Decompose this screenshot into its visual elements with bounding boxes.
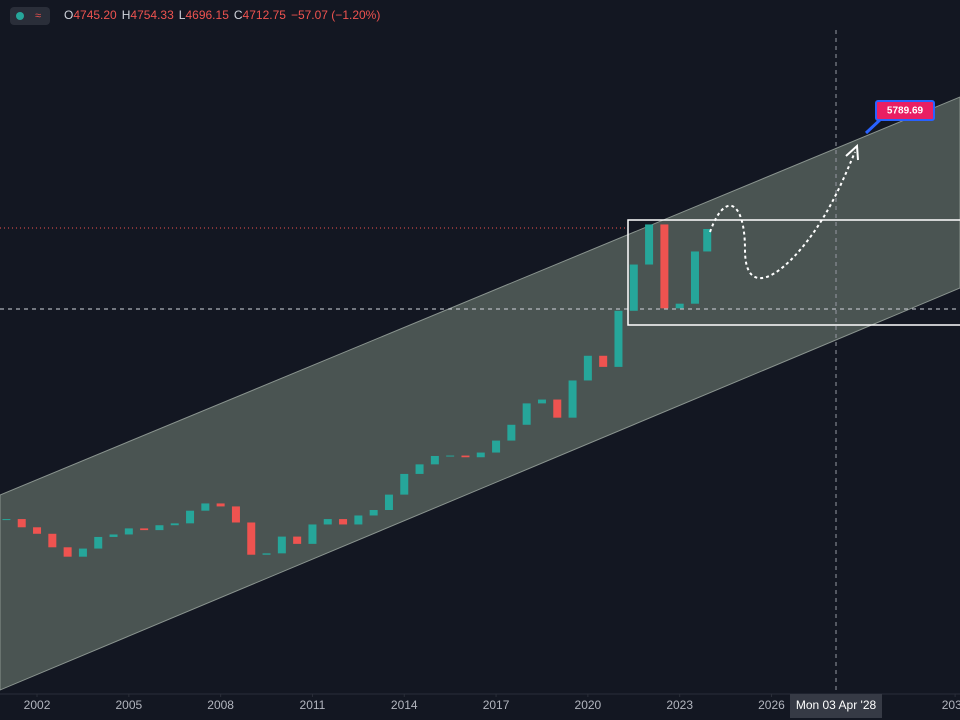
candle (124, 528, 133, 535)
label: O (64, 8, 73, 22)
x-tick-label: 2026 (758, 698, 785, 712)
candle (537, 399, 546, 404)
candle (48, 533, 57, 548)
ohlc-label: O4745.20 H4754.33 L4696.15 C4712.75 −57.07 (… (64, 8, 380, 22)
candle (583, 355, 592, 381)
candle (476, 452, 485, 458)
x-tick-label: 2005 (115, 698, 142, 712)
change: −57.07 (−1.20%) (291, 8, 380, 22)
price-tag (875, 100, 935, 121)
value: 4754.33 (130, 8, 174, 22)
icon: ≈ (35, 10, 41, 22)
candle (415, 464, 424, 474)
candle (170, 523, 179, 526)
candle (446, 455, 455, 457)
value: 4745.20 (73, 8, 117, 22)
candle (599, 355, 608, 367)
value: 4712.75 (243, 8, 287, 22)
label: L (179, 8, 186, 22)
candle (140, 528, 149, 531)
candle (492, 440, 501, 453)
x-tick-label: 2014 (391, 698, 418, 712)
candle (155, 525, 164, 531)
candle (675, 303, 684, 309)
candle (461, 455, 470, 458)
candle (645, 224, 654, 265)
candle (78, 548, 87, 557)
candle (247, 522, 256, 555)
candle (216, 503, 225, 507)
candle (186, 510, 195, 524)
candle (614, 310, 623, 367)
candle (354, 515, 363, 525)
crosshair-label: Mon 03 Apr '28 (796, 698, 877, 712)
x-tick-label: 2017 (483, 698, 510, 712)
label: C (234, 8, 243, 22)
x-axis: 2002200520082011201420172020202320262029… (24, 694, 960, 712)
x-tick-label: 2020 (575, 698, 602, 712)
ohlc-legend: O4745.20 H4754.33 L4696.15 C4712.75 −57.07 (… (64, 8, 380, 22)
candle (293, 536, 302, 544)
crosshair-label-box (790, 694, 882, 718)
status-dot (16, 12, 24, 20)
candle (262, 553, 271, 555)
candle (400, 473, 409, 495)
candle (522, 403, 531, 425)
x-tick-label: 2023 (666, 698, 693, 712)
candle (201, 503, 210, 511)
candle (2, 519, 11, 521)
candle (369, 510, 378, 516)
candle (277, 536, 286, 554)
candle (629, 264, 638, 311)
candle (660, 224, 669, 309)
candle (507, 424, 516, 441)
projection-path (709, 151, 856, 280)
candle (323, 519, 332, 525)
range-box (627, 219, 960, 326)
candle (109, 534, 118, 537)
candle (430, 455, 439, 465)
x-tick-label: 2032 (942, 698, 960, 712)
candle (553, 399, 562, 418)
candle (308, 524, 317, 544)
candles (2, 224, 712, 557)
x-tick-label: 2011 (300, 698, 326, 712)
candle (384, 494, 393, 511)
x-tick-label: 2008 (207, 698, 234, 712)
candle (94, 536, 103, 549)
candle (690, 251, 699, 304)
value: 4696.15 (185, 8, 229, 22)
candle (63, 547, 72, 557)
candle (33, 527, 42, 534)
price-tag-text: 5789.69 (887, 106, 924, 117)
candle (231, 506, 240, 523)
label: H (122, 8, 131, 22)
candle (568, 380, 577, 418)
x-tick-label: 2002 (24, 698, 51, 712)
candle (17, 519, 26, 528)
projection-arrowhead (845, 143, 859, 161)
indicator-toggle[interactable] (10, 7, 50, 25)
parallel-channel (0, 96, 960, 691)
candle (339, 519, 348, 525)
candle (703, 228, 712, 252)
